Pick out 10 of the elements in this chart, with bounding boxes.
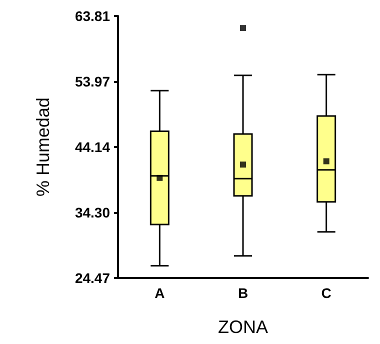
x-tick-label: C	[321, 285, 332, 301]
x-tick-label: B	[238, 285, 248, 301]
x-axis-title: ZONA	[218, 317, 268, 337]
x-tick-label: A	[154, 285, 165, 301]
y-tick-label: 24.47	[74, 270, 110, 286]
y-tick-label: 53.97	[74, 74, 110, 90]
y-tick-label: 44.14	[74, 139, 110, 155]
y-tick-label: 34.30	[74, 204, 110, 221]
y-tick-label: 63.81	[74, 8, 110, 24]
y-axis-title: % Humedad	[33, 97, 53, 197]
